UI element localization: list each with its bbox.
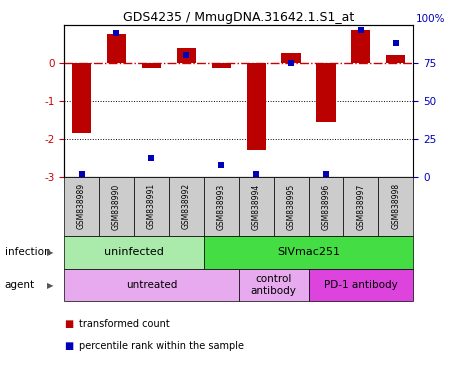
- Text: untreated: untreated: [126, 280, 177, 290]
- Text: percentile rank within the sample: percentile rank within the sample: [79, 341, 244, 351]
- Text: GSM838997: GSM838997: [356, 183, 365, 230]
- Point: [287, 60, 295, 66]
- Text: 100%: 100%: [416, 13, 446, 23]
- Bar: [282, 53, 301, 63]
- Text: SIVmac251: SIVmac251: [277, 247, 340, 258]
- Text: PD-1 antibody: PD-1 antibody: [324, 280, 398, 290]
- Point: [392, 40, 399, 46]
- Text: infection: infection: [5, 247, 50, 258]
- Text: control
antibody: control antibody: [251, 274, 296, 296]
- Bar: [316, 63, 335, 122]
- Text: GSM838998: GSM838998: [391, 183, 400, 230]
- Bar: [72, 63, 91, 133]
- Point: [182, 52, 190, 58]
- Point: [252, 170, 260, 177]
- Text: uninfected: uninfected: [104, 247, 164, 258]
- Text: ▶: ▶: [47, 281, 53, 290]
- Bar: [386, 55, 405, 63]
- Text: ▶: ▶: [47, 248, 53, 257]
- Text: GSM838994: GSM838994: [252, 183, 261, 230]
- Text: GSM838990: GSM838990: [112, 183, 121, 230]
- Text: GSM838991: GSM838991: [147, 183, 156, 230]
- Text: GSM838992: GSM838992: [182, 183, 191, 230]
- Point: [113, 30, 120, 36]
- Bar: [247, 63, 266, 150]
- Point: [218, 161, 225, 167]
- Point: [78, 170, 86, 177]
- Point: [322, 170, 330, 177]
- Title: GDS4235 / MmugDNA.31642.1.S1_at: GDS4235 / MmugDNA.31642.1.S1_at: [123, 11, 354, 24]
- Text: ■: ■: [64, 319, 73, 329]
- Text: GSM838993: GSM838993: [217, 183, 226, 230]
- Text: transformed count: transformed count: [79, 319, 170, 329]
- Text: GSM838989: GSM838989: [77, 183, 86, 230]
- Bar: [107, 35, 126, 63]
- Text: GSM838996: GSM838996: [322, 183, 331, 230]
- Bar: [212, 63, 231, 68]
- Point: [357, 26, 365, 33]
- Bar: [177, 48, 196, 63]
- Text: GSM838995: GSM838995: [286, 183, 295, 230]
- Bar: [352, 30, 370, 63]
- Text: ■: ■: [64, 341, 73, 351]
- Text: agent: agent: [5, 280, 35, 290]
- Bar: [142, 63, 161, 68]
- Point: [148, 156, 155, 162]
